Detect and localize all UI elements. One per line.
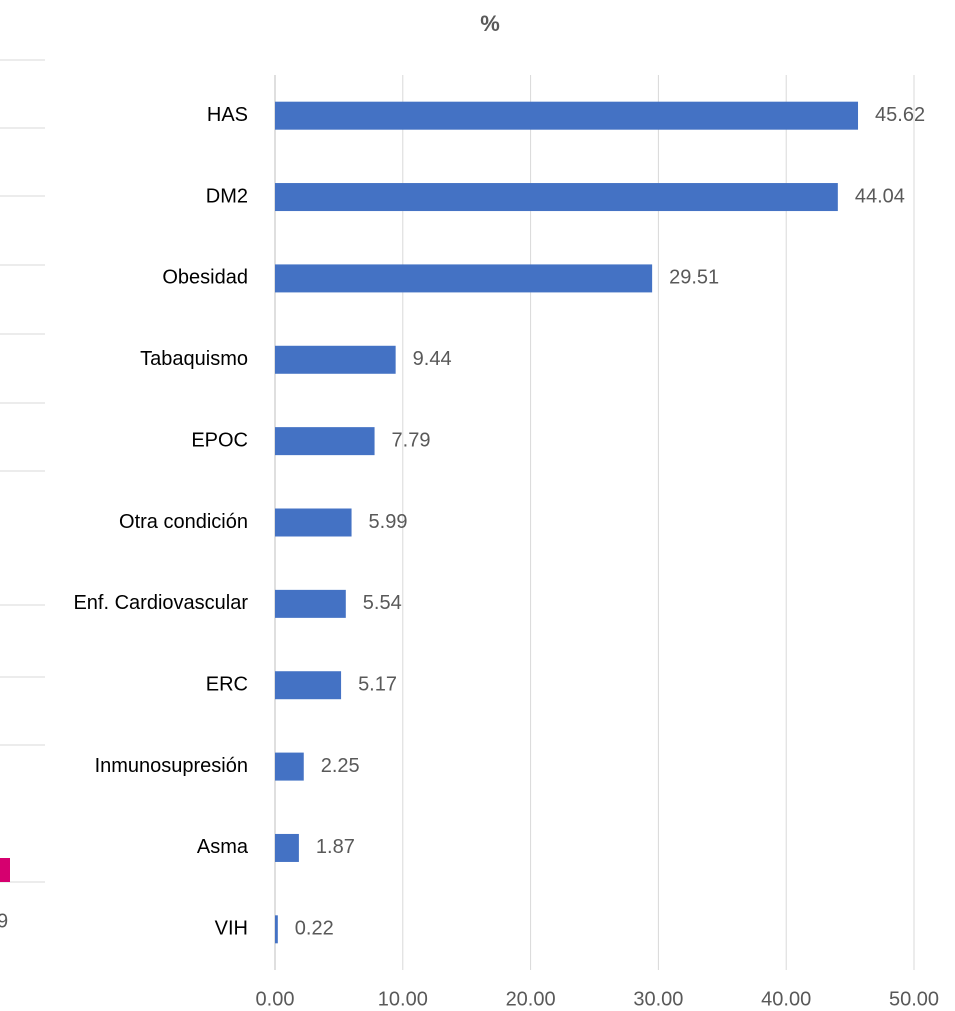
fragment-bar [0,858,10,882]
bar [275,345,396,374]
value-label: 5.99 [369,511,408,533]
bar [275,589,346,618]
y-tick-label: HAS [207,104,248,126]
bar [275,508,352,537]
bar [275,183,838,212]
value-label: 44.04 [855,185,905,207]
chart-title: % [480,11,500,36]
x-tick-label: 50.00 [889,988,939,1010]
bar [275,671,342,700]
value-label: 2.25 [321,755,360,777]
value-label: 9.44 [413,348,452,370]
bar [275,752,304,781]
y-tick-label: DM2 [206,185,248,207]
x-tick-label: 0.00 [256,988,295,1010]
y-tick-label: Enf. Cardiovascular [73,592,248,614]
y-tick-label: Obesidad [162,267,248,289]
value-label: 0.22 [295,918,334,940]
y-tick-label: Asma [197,836,249,858]
value-label: 5.54 [363,592,402,614]
y-tick-label: Inmunosupresión [95,755,248,777]
y-tick-label: Otra condición [119,511,248,533]
value-label: 45.62 [875,104,925,126]
value-label: 29.51 [669,267,719,289]
left-fragment-grid [0,59,45,883]
x-tick-label: 10.00 [378,988,428,1010]
x-tick-label: 40.00 [761,988,811,1010]
bar [275,427,375,456]
fragment-label: 9 [0,910,8,932]
bar [275,915,278,944]
y-tick-label: Tabaquismo [140,348,248,370]
value-label: 7.79 [392,429,431,451]
y-tick-label: EPOC [191,429,248,451]
bar [275,833,299,862]
x-tick-label: 30.00 [633,988,683,1010]
bar [275,264,653,293]
value-label: 1.87 [316,836,355,858]
x-tick-label: 20.00 [506,988,556,1010]
y-tick-label: ERC [206,674,248,696]
value-label: 5.17 [358,674,397,696]
bar [275,101,859,130]
y-tick-label: VIH [215,918,248,940]
